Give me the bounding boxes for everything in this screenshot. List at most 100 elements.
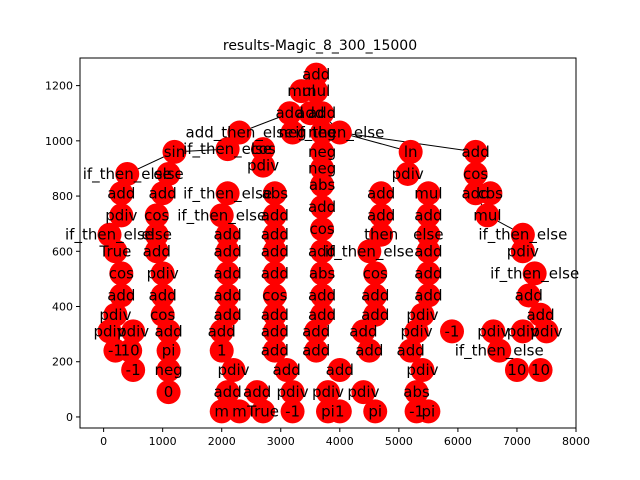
tree-node bbox=[416, 203, 441, 228]
x-axis: 0 1000 2000 3000 4000 5000 6000 7000 8000 bbox=[100, 428, 590, 448]
tree-node bbox=[363, 261, 388, 286]
x-tick-label: 6000 bbox=[444, 435, 472, 448]
tree-node bbox=[310, 120, 335, 145]
node-label: pdiv bbox=[347, 383, 379, 401]
tree-node bbox=[209, 203, 234, 228]
node-label: add bbox=[261, 322, 289, 340]
node-label: pdiv bbox=[99, 306, 131, 324]
node-label: 1 bbox=[217, 342, 227, 360]
node-label: add bbox=[414, 286, 442, 304]
tree-node bbox=[227, 120, 252, 145]
tree-node bbox=[463, 139, 488, 164]
tree-node bbox=[304, 79, 329, 104]
tree-node bbox=[478, 181, 503, 206]
node-label: pdiv bbox=[105, 206, 137, 224]
node-label: cos bbox=[109, 264, 134, 282]
tree-node bbox=[416, 181, 441, 206]
tree-node bbox=[156, 319, 181, 344]
tree-node bbox=[404, 319, 429, 344]
node-label: -1 bbox=[108, 342, 123, 360]
node-label: add bbox=[208, 322, 236, 340]
tree-node bbox=[416, 399, 441, 424]
node-label: cos bbox=[478, 184, 503, 202]
tree-node bbox=[416, 283, 441, 308]
tree-node bbox=[209, 338, 234, 363]
tree-node bbox=[245, 380, 270, 405]
tree-node bbox=[410, 358, 435, 383]
node-label: if_then_else bbox=[177, 206, 266, 225]
node-label: pdiv bbox=[217, 361, 249, 379]
chart-title: results-Magic_8_300_15000 bbox=[223, 38, 417, 54]
node-label: add bbox=[461, 184, 489, 202]
tree-node bbox=[109, 261, 134, 286]
node-label: add bbox=[361, 286, 389, 304]
node-label: pdiv bbox=[477, 322, 509, 340]
tree-node bbox=[398, 338, 423, 363]
tree-node bbox=[528, 358, 553, 383]
node-label: mul bbox=[287, 82, 315, 100]
node-label: add bbox=[213, 242, 241, 260]
tree-node bbox=[97, 319, 122, 344]
tree-node bbox=[109, 203, 134, 228]
tree-node bbox=[304, 319, 329, 344]
node-label: add bbox=[308, 104, 336, 122]
tree-node bbox=[510, 319, 535, 344]
y-tick-label: 800 bbox=[52, 190, 73, 203]
node-label: pdiv bbox=[147, 264, 179, 282]
node-label: ln bbox=[404, 143, 418, 161]
node-label: if_then_else bbox=[183, 184, 272, 203]
tree-node bbox=[416, 222, 441, 247]
tree-node bbox=[121, 319, 146, 344]
node-label: add bbox=[107, 184, 135, 202]
node-label: then bbox=[364, 226, 398, 244]
tree-node bbox=[221, 358, 246, 383]
tree-node bbox=[251, 137, 276, 162]
node-label: pdiv bbox=[507, 322, 539, 340]
node-label: if_then_else bbox=[325, 242, 414, 261]
node-label: -1 bbox=[445, 322, 460, 340]
tree-node bbox=[398, 139, 423, 164]
tree-node bbox=[150, 283, 175, 308]
tree-node bbox=[310, 156, 335, 181]
node-label: -1 bbox=[409, 402, 424, 420]
node-label: add bbox=[261, 306, 289, 324]
node-label: add bbox=[154, 322, 182, 340]
node-label: add bbox=[213, 264, 241, 282]
tree-node bbox=[327, 120, 352, 145]
tree-node bbox=[262, 283, 287, 308]
node-label: neg bbox=[308, 143, 336, 161]
node-label: add bbox=[261, 264, 289, 282]
node-label: 10 bbox=[121, 342, 140, 360]
tree-node bbox=[262, 239, 287, 264]
node-label: add bbox=[302, 342, 330, 360]
x-tick-label: 1000 bbox=[149, 435, 177, 448]
tree-node bbox=[351, 319, 376, 344]
tree-node bbox=[251, 153, 276, 178]
x-tick-label: 5000 bbox=[385, 435, 413, 448]
node-label: if_then_else bbox=[478, 226, 567, 245]
tree-node bbox=[369, 203, 394, 228]
tree-node bbox=[215, 239, 240, 264]
node-label: add bbox=[302, 66, 330, 84]
node-label: -1 bbox=[126, 361, 141, 379]
tree-node bbox=[310, 101, 335, 126]
node-label: if_then_else bbox=[183, 140, 272, 159]
tree-node bbox=[363, 283, 388, 308]
node-label: add bbox=[526, 306, 554, 324]
tree-node bbox=[404, 380, 429, 405]
node-label: abs bbox=[403, 383, 430, 401]
node-label: cos bbox=[463, 165, 488, 183]
tree-node bbox=[262, 338, 287, 363]
tree-node bbox=[504, 358, 529, 383]
tree-node bbox=[280, 399, 305, 424]
node-label: 0 bbox=[164, 383, 174, 401]
y-axis: 0 200 400 600 800 1000 1200 bbox=[45, 80, 80, 424]
node-label: add bbox=[414, 264, 442, 282]
x-tick-label: 7000 bbox=[503, 435, 531, 448]
tree-node bbox=[357, 338, 382, 363]
node-label: add bbox=[243, 383, 271, 401]
node-label: pdiv bbox=[401, 322, 433, 340]
tree-node bbox=[215, 283, 240, 308]
tree-node bbox=[363, 399, 388, 424]
tree-node bbox=[215, 181, 240, 206]
